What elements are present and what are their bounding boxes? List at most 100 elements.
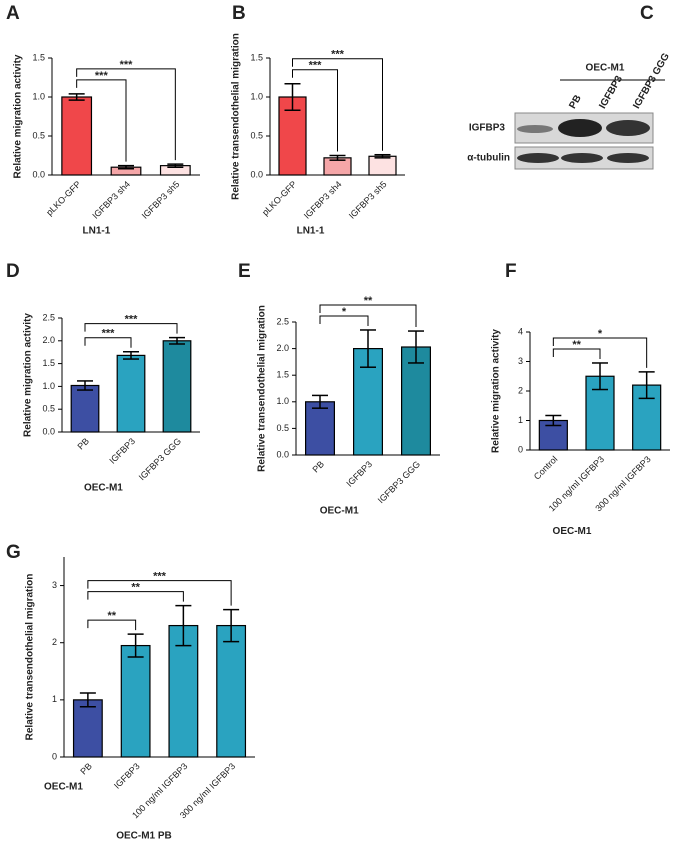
band [517, 153, 559, 163]
error-bar [223, 608, 240, 643]
significance-label: *** [120, 59, 134, 71]
error-bar [79, 692, 96, 708]
y-axis-label: Relative transendothelial migration [25, 574, 36, 741]
significance-label: ** [131, 581, 140, 593]
y-tick-label: 0.0 [250, 169, 263, 179]
significance-bracket [552, 348, 601, 359]
y-axis-label: Relative migration activity [491, 329, 502, 453]
significance-bracket [76, 79, 127, 162]
y-axis-label: Relative transendothelial migration [257, 305, 268, 472]
panel-letter: D [6, 261, 20, 282]
y-tick-label: 1 [518, 415, 523, 425]
bar [120, 644, 151, 758]
y-tick-label: 0.5 [250, 130, 263, 140]
error-bar [123, 350, 139, 360]
y-tick-label: 1.5 [276, 370, 289, 380]
band [607, 153, 649, 163]
y-tick-label: 2.5 [276, 316, 289, 326]
significance-label: *** [331, 49, 345, 61]
y-tick-label: 1.0 [250, 91, 263, 101]
error-bar [592, 362, 608, 391]
error-bar [312, 394, 328, 409]
x-note: OEC-M1 [44, 782, 83, 793]
y-axis-label: Relative migration activity [23, 313, 34, 437]
panel-letter: G [6, 542, 21, 563]
bar [162, 340, 192, 433]
bar [278, 96, 307, 176]
lane-label: IGFBP3 GGG [631, 51, 672, 111]
y-tick-label: 2 [518, 385, 523, 395]
x-tick-label: IGFBP3 sh4 [302, 179, 344, 221]
x-tick-label: IGFBP3 GGG [137, 436, 183, 482]
error-bar [638, 371, 655, 400]
y-tick-label: 1 [52, 694, 57, 704]
significance-label: *** [309, 60, 323, 72]
x-tick-label: IGFBP3 sh5 [347, 179, 389, 221]
panel-letter: C [640, 3, 654, 24]
significance-bracket [87, 580, 232, 606]
significance-label: *** [153, 570, 167, 582]
x-tick-label: IGFBP3 sh5 [140, 179, 182, 221]
significance-bracket [87, 591, 184, 602]
row-label: IGFBP3 [469, 123, 506, 134]
y-tick-label: 0.0 [42, 426, 55, 436]
x-tick-label: pLKO-GFP [260, 179, 299, 218]
band [606, 120, 650, 136]
significance-bracket [84, 323, 178, 334]
row-label: α-tubulin [467, 153, 510, 164]
bar [216, 624, 247, 758]
y-tick-label: 3 [518, 356, 523, 366]
error-bar [175, 604, 192, 647]
error-bar [545, 414, 562, 427]
blot-panel: C OEC-M1 PB IGFBP3 IGFBP3 GGG IGFBP3 α-t… [467, 3, 672, 170]
band [561, 153, 603, 163]
x-axis-label: LN1-1 [297, 226, 325, 237]
error-bar [167, 163, 184, 168]
x-tick-label: PB [78, 761, 94, 777]
y-tick-label: 0.5 [32, 130, 45, 140]
x-tick-label: PB [311, 459, 327, 475]
blot-group: OEC-M1 [586, 63, 625, 74]
significance-bracket [76, 68, 176, 161]
panel-letter: B [232, 3, 246, 24]
y-tick-label: 0.5 [42, 404, 55, 414]
y-tick-label: 1.0 [42, 381, 55, 391]
x-axis-label: OEC-M1 [84, 483, 123, 494]
bar [116, 354, 146, 433]
panel-letter: E [238, 261, 251, 282]
y-tick-label: 2.0 [42, 335, 55, 345]
panel-letter: A [6, 3, 20, 24]
y-tick-label: 0.0 [276, 449, 289, 459]
y-tick-label: 1.0 [32, 91, 45, 101]
y-tick-label: 1.0 [276, 396, 289, 406]
y-axis-label: Relative migration activity [13, 54, 24, 178]
band [558, 119, 602, 137]
y-tick-label: 4 [518, 326, 523, 336]
significance-label: *** [95, 70, 109, 82]
error-bar [360, 329, 376, 368]
significance-bracket [292, 69, 338, 152]
bar [538, 419, 568, 451]
significance-label: * [598, 328, 603, 340]
error-bar [284, 82, 301, 112]
significance-bracket [552, 337, 648, 368]
significance-bracket [292, 58, 383, 151]
y-tick-label: 2 [52, 637, 57, 647]
x-tick-label: PB [76, 436, 92, 452]
lane-label: PB [567, 93, 583, 111]
x-axis-label: OEC-M1 PB [116, 831, 172, 842]
x-tick-label: IGFBP3 [112, 761, 142, 791]
bar [72, 699, 103, 758]
y-tick-label: 0 [52, 751, 57, 761]
y-tick-label: 2.0 [276, 343, 289, 353]
significance-bracket [319, 304, 417, 328]
x-tick-label: IGFBP3 [107, 436, 137, 466]
significance-label: ** [364, 295, 373, 307]
error-bar [408, 330, 424, 364]
x-tick-label: IGFBP3 [344, 459, 374, 489]
error-bar [68, 93, 85, 101]
significance-label: ** [572, 339, 581, 351]
x-axis-label: LN1-1 [83, 226, 111, 237]
bar [305, 401, 336, 456]
